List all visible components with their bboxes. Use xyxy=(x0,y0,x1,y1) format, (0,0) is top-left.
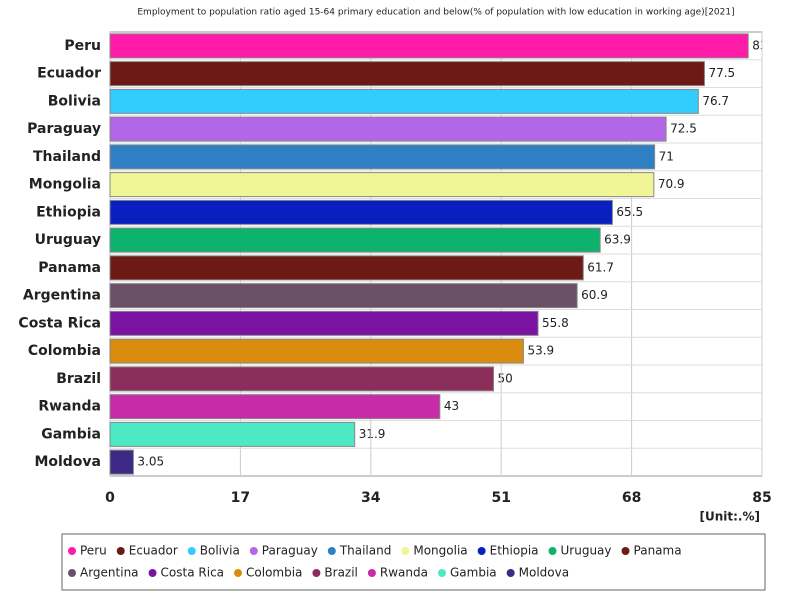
value-label: 60.9 xyxy=(581,288,608,302)
bar xyxy=(109,199,613,225)
legend-marker xyxy=(506,569,515,577)
legend-marker xyxy=(312,569,321,577)
value-label: 76.7 xyxy=(702,94,729,108)
y-tick-label: Ethiopia xyxy=(36,204,101,220)
legend-label: Bolivia xyxy=(200,544,240,558)
x-tick-label: 85 xyxy=(752,490,771,506)
legend-marker xyxy=(116,547,125,555)
bar xyxy=(109,172,655,198)
y-tick-label: Ecuador xyxy=(37,66,101,82)
y-tick-label: Rwanda xyxy=(38,399,101,415)
legend-label: Rwanda xyxy=(380,566,428,580)
legend-marker xyxy=(327,547,336,555)
legend-label: Panama xyxy=(634,544,682,558)
value-label: 83.2 xyxy=(752,38,779,52)
value-label: 63.9 xyxy=(604,233,631,247)
value-label: 77.5 xyxy=(708,66,735,80)
y-tick-label: Uruguay xyxy=(35,232,101,248)
bar xyxy=(109,394,441,420)
y-tick-label: Paraguay xyxy=(27,121,101,137)
legend-marker xyxy=(548,547,557,555)
bar xyxy=(109,310,539,336)
legend-marker xyxy=(367,569,376,577)
y-tick-label: Colombia xyxy=(28,343,101,359)
legend-label: Ethiopia xyxy=(490,544,539,558)
bar xyxy=(109,88,699,114)
legend-marker xyxy=(234,569,243,577)
legend-marker xyxy=(477,547,486,555)
legend-label: Paraguay xyxy=(262,544,318,558)
y-tick-label: Mongolia xyxy=(29,177,101,193)
legend-box xyxy=(61,533,766,591)
bar xyxy=(109,33,749,59)
x-tick-label: 17 xyxy=(231,490,250,506)
bar xyxy=(109,283,578,309)
legend-marker xyxy=(68,547,76,555)
x-tick-label: 34 xyxy=(361,490,381,506)
bar xyxy=(109,421,356,447)
y-tick-label: Thailand xyxy=(33,149,101,165)
value-label: 53.9 xyxy=(527,344,554,358)
value-label: 31.9 xyxy=(359,427,386,441)
legend-label: Thailand xyxy=(339,544,392,558)
bar xyxy=(109,227,601,253)
legend-label: Gambia xyxy=(450,566,497,580)
y-tick-label: Bolivia xyxy=(48,93,101,109)
legend-label: Argentina xyxy=(80,566,139,580)
plot: 83.2 77.5 76.7 72.5 71 70.9 65.5 63.9 61.7 60.9 55… xyxy=(137,38,779,469)
legend-label: Colombia xyxy=(246,566,302,580)
legend-label: Peru xyxy=(80,544,107,558)
legend-marker xyxy=(187,547,196,555)
value-label: 55.8 xyxy=(542,316,569,330)
y-tick-label: Peru xyxy=(64,38,101,54)
y-tick-label: Costa Rica xyxy=(18,315,101,331)
bar xyxy=(109,255,584,281)
legend-label: Costa Rica xyxy=(161,566,224,580)
bar xyxy=(109,116,667,142)
bar xyxy=(109,61,705,87)
x-tick-label: 68 xyxy=(622,490,641,506)
y-tick-label: Argentina xyxy=(23,288,101,304)
value-label: 70.9 xyxy=(658,177,685,191)
legend-label: Uruguay xyxy=(561,544,612,558)
unit-label: [Unit:.%] xyxy=(700,510,761,524)
value-label: 50 xyxy=(498,371,513,385)
bar xyxy=(109,366,495,392)
bar xyxy=(109,144,656,170)
value-label: 43 xyxy=(444,399,459,413)
y-tick-label: Brazil xyxy=(56,371,101,387)
legend-marker xyxy=(401,547,410,555)
x-tick-label: 51 xyxy=(491,490,510,506)
legend-label: Moldova xyxy=(519,566,569,580)
legend-marker xyxy=(68,569,76,577)
legend-marker xyxy=(621,547,630,555)
legend-label: Mongolia xyxy=(413,544,467,558)
y-tick-label: Moldova xyxy=(34,454,101,470)
y-tick-label: Gambia xyxy=(41,426,101,442)
value-label: 3.05 xyxy=(137,455,164,469)
legend-marker xyxy=(249,547,258,555)
bar xyxy=(109,338,524,364)
value-label: 72.5 xyxy=(670,122,697,136)
x-tick-label: 0 xyxy=(105,490,115,506)
legend-label: Ecuador xyxy=(129,544,178,558)
legend-marker xyxy=(148,569,157,577)
bar xyxy=(109,449,134,475)
legend-marker xyxy=(438,569,446,577)
chart-title: Employment to population ratio aged 15-6… xyxy=(137,8,734,18)
value-label: 65.5 xyxy=(616,205,643,219)
value-label: 61.7 xyxy=(587,260,614,274)
value-label: 71 xyxy=(659,149,674,163)
y-tick-label: Panama xyxy=(38,260,101,276)
legend-label: Brazil xyxy=(324,566,358,580)
